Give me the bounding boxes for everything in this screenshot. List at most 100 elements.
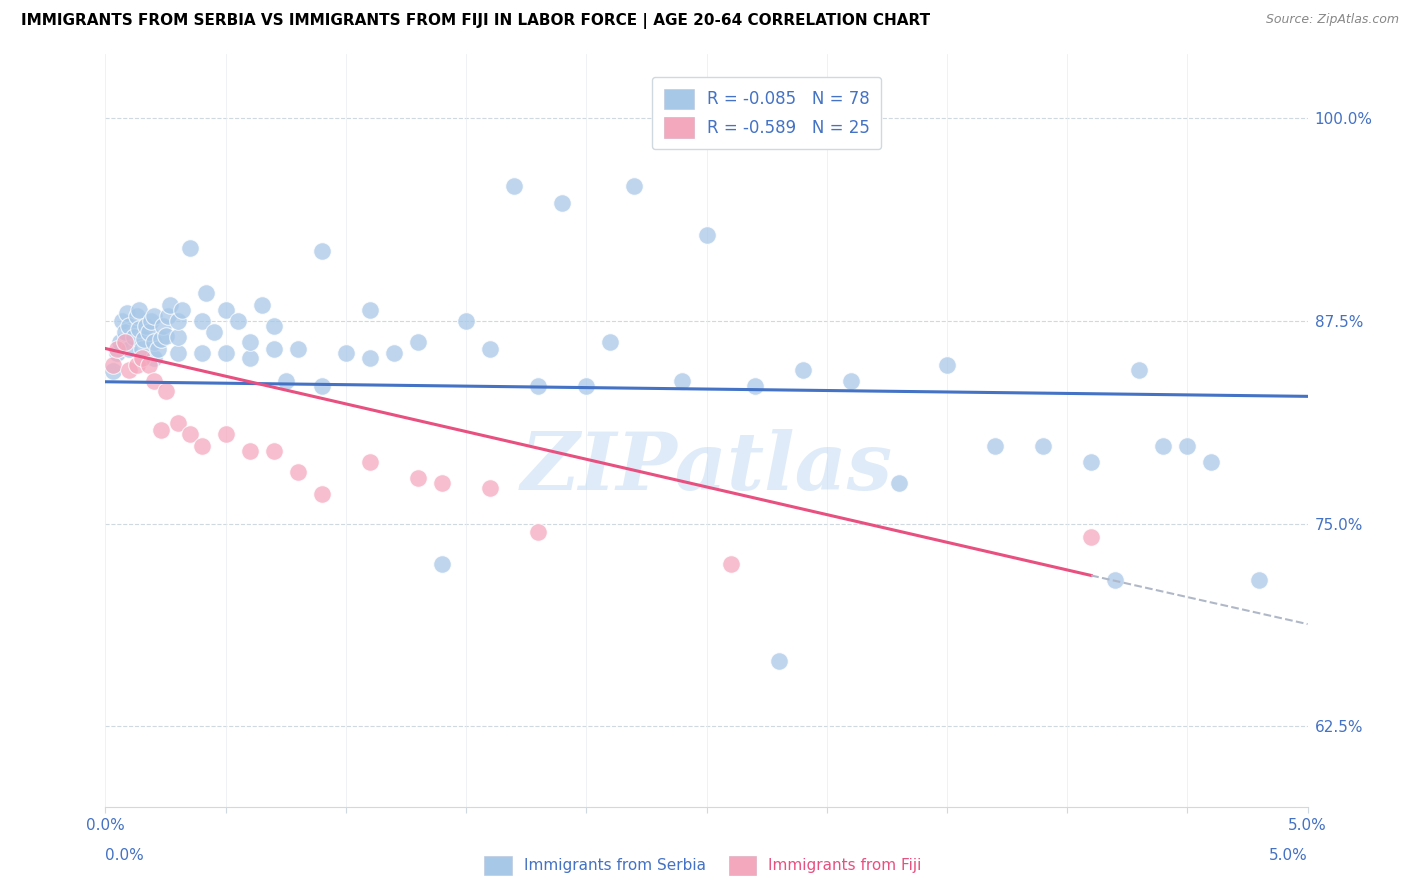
Point xyxy=(1201,455,1223,469)
Point xyxy=(142,374,165,388)
Point xyxy=(1080,530,1102,544)
Point xyxy=(172,302,194,317)
Point xyxy=(138,326,160,340)
Point xyxy=(287,465,309,479)
Point xyxy=(1128,362,1150,376)
Point xyxy=(406,334,429,349)
Point xyxy=(107,342,129,356)
Point xyxy=(1175,439,1198,453)
Point xyxy=(159,298,181,312)
Point xyxy=(190,314,212,328)
Point xyxy=(179,241,201,255)
Point xyxy=(118,362,141,376)
Point xyxy=(1080,455,1102,469)
Point xyxy=(744,379,766,393)
Point xyxy=(128,302,150,317)
Text: 0.0%: 0.0% xyxy=(105,847,145,863)
Point xyxy=(503,179,526,194)
Point xyxy=(839,374,862,388)
Point xyxy=(179,427,201,442)
Point xyxy=(108,334,131,349)
Point xyxy=(984,439,1007,453)
Point xyxy=(152,318,174,333)
Point xyxy=(887,476,910,491)
Point xyxy=(575,379,598,393)
Point xyxy=(551,195,574,210)
Point xyxy=(101,358,124,372)
Point xyxy=(263,443,285,458)
Point xyxy=(166,330,188,344)
Point xyxy=(214,427,236,442)
Point xyxy=(527,524,550,539)
Point xyxy=(202,326,225,340)
Point xyxy=(101,364,124,378)
Text: 5.0%: 5.0% xyxy=(1268,847,1308,863)
Point xyxy=(125,358,148,372)
Text: Source: ZipAtlas.com: Source: ZipAtlas.com xyxy=(1265,13,1399,27)
Point xyxy=(1032,439,1054,453)
Point xyxy=(430,557,453,571)
Point xyxy=(406,471,429,485)
Point xyxy=(139,314,162,328)
Point xyxy=(359,455,381,469)
Point xyxy=(430,476,453,491)
Point xyxy=(311,244,333,259)
Legend: R = -0.085   N = 78, R = -0.589   N = 25: R = -0.085 N = 78, R = -0.589 N = 25 xyxy=(652,77,882,149)
Point xyxy=(131,351,153,366)
Point xyxy=(226,314,249,328)
Point xyxy=(527,379,550,393)
Point xyxy=(166,416,188,430)
Point xyxy=(263,342,285,356)
Point xyxy=(128,322,150,336)
Point xyxy=(1104,574,1126,588)
Point xyxy=(382,346,405,360)
Text: ZIPatlas: ZIPatlas xyxy=(520,429,893,507)
Point xyxy=(720,557,742,571)
Point xyxy=(214,346,236,360)
Point xyxy=(114,326,136,340)
Point xyxy=(239,351,262,366)
Point xyxy=(359,351,381,366)
Point xyxy=(114,334,136,349)
Point xyxy=(311,379,333,393)
Point xyxy=(239,334,262,349)
Point xyxy=(1249,574,1271,588)
Point xyxy=(124,330,146,344)
Point xyxy=(599,334,621,349)
Point xyxy=(190,346,212,360)
Point xyxy=(149,332,172,346)
Point xyxy=(195,286,218,301)
Point xyxy=(623,179,645,194)
Point xyxy=(239,443,262,458)
Point xyxy=(132,332,155,346)
Point xyxy=(214,302,236,317)
Point xyxy=(696,228,718,243)
Point xyxy=(148,342,170,356)
Point xyxy=(155,328,177,343)
Point xyxy=(149,423,172,437)
Point xyxy=(250,298,273,312)
Point xyxy=(142,334,165,349)
Point xyxy=(118,318,141,333)
Legend: Immigrants from Serbia, Immigrants from Fiji: Immigrants from Serbia, Immigrants from … xyxy=(478,850,928,880)
Point xyxy=(792,362,814,376)
Point xyxy=(142,309,165,323)
Point xyxy=(190,439,212,453)
Point xyxy=(118,342,141,356)
Point xyxy=(155,384,177,398)
Point xyxy=(274,374,297,388)
Point xyxy=(335,346,357,360)
Point xyxy=(359,302,381,317)
Point xyxy=(479,342,502,356)
Point xyxy=(1152,439,1174,453)
Point xyxy=(263,318,285,333)
Point xyxy=(479,481,502,495)
Point xyxy=(166,314,188,328)
Point xyxy=(115,306,138,320)
Point xyxy=(138,358,160,372)
Point xyxy=(311,487,333,501)
Point xyxy=(142,351,165,366)
Text: IMMIGRANTS FROM SERBIA VS IMMIGRANTS FROM FIJI IN LABOR FORCE | AGE 20-64 CORREL: IMMIGRANTS FROM SERBIA VS IMMIGRANTS FRO… xyxy=(21,13,931,29)
Point xyxy=(671,374,693,388)
Point xyxy=(768,654,790,668)
